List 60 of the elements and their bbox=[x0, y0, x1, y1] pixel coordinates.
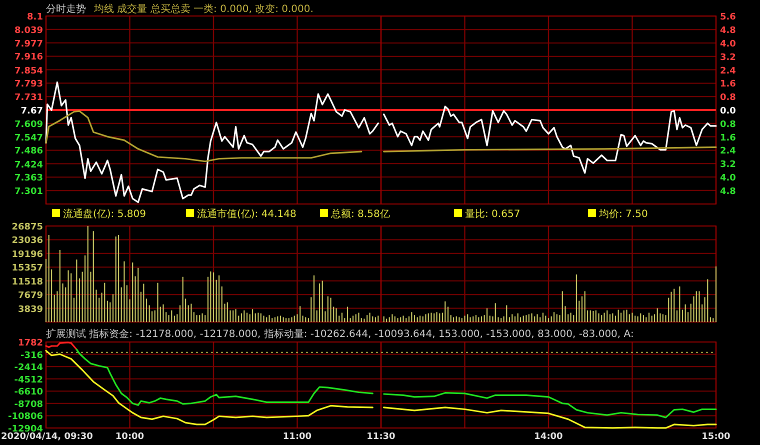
y-tick-label: 11518 bbox=[12, 277, 43, 288]
x-tick-label: 14:00 bbox=[534, 432, 563, 442]
y-tick-label: 19196 bbox=[12, 250, 43, 260]
y-tick-label: -10806 bbox=[8, 412, 43, 422]
text: 量比: 0.657 bbox=[465, 208, 520, 220]
x-tick-label: 15:00 bbox=[702, 432, 730, 442]
y-tick-label: 7.547 bbox=[14, 133, 43, 144]
y-tick-label: -2414 bbox=[14, 363, 43, 374]
line-series bbox=[45, 110, 362, 162]
chart-title: 扩展测试 指标资金: -12178.000, -12178.000, 指标动量: -10262.644, -10093.644, 153.000, -153.000, 83.000, -83.000, A: bbox=[46, 328, 634, 340]
y-tick-label: 3839 bbox=[18, 304, 43, 315]
y-tick-label: 7.424 bbox=[14, 160, 43, 170]
y2-tick-label: 2.4 bbox=[720, 66, 736, 76]
y2-tick-label: 0.0 bbox=[720, 106, 736, 116]
y2-tick-label: 5.6 bbox=[720, 12, 736, 23]
y-tick-label: 7.916 bbox=[14, 52, 43, 63]
y-tick-label: -8708 bbox=[14, 400, 43, 410]
y-tick-label: 7.854 bbox=[14, 66, 43, 76]
x-tick-label: 11:00 bbox=[282, 432, 312, 442]
text: 总额: 8.58亿 bbox=[330, 208, 390, 220]
x-tick-label: 10:00 bbox=[115, 432, 144, 442]
y-tick-label: 7.301 bbox=[14, 187, 43, 198]
y2-tick-label: 0.8 bbox=[720, 93, 736, 104]
y2-tick-label: 4.0 bbox=[720, 39, 736, 50]
y-tick-label: 7.731 bbox=[14, 93, 43, 104]
text: 均价: 7.50 bbox=[598, 208, 648, 220]
chart-title: 分时走势 bbox=[46, 3, 86, 15]
y-tick-label: 7.977 bbox=[14, 39, 43, 50]
y-tick-label: 8.039 bbox=[14, 26, 43, 36]
y-tick-label: 7.363 bbox=[14, 174, 43, 184]
y2-tick-label: 3.2 bbox=[720, 52, 736, 63]
y-tick-label: 15357 bbox=[12, 264, 43, 274]
y2-tick-label: 3.2 bbox=[720, 160, 736, 170]
y2-tick-label: 2.4 bbox=[720, 146, 736, 157]
y-tick-label: 7679 bbox=[18, 291, 43, 302]
y-tick-label: -316 bbox=[20, 350, 43, 361]
x-tick-label: 2020/04/14, 09:30 bbox=[1, 432, 93, 442]
y2-tick-label: 0.8 bbox=[720, 120, 736, 130]
y2-tick-label: 4.8 bbox=[720, 26, 736, 36]
y2-tick-label: 1.6 bbox=[720, 133, 736, 144]
y-tick-label: -6610 bbox=[14, 388, 43, 398]
y2-tick-label: 4.8 bbox=[720, 186, 736, 197]
text: 流通盘(亿): 5.809 bbox=[63, 208, 146, 220]
y-tick-label: 7.67 bbox=[20, 106, 43, 116]
y-tick-label: 7.793 bbox=[14, 80, 43, 90]
line-series bbox=[45, 342, 78, 350]
y-tick-label: 1782 bbox=[18, 338, 43, 348]
text: 流通市值(亿): 44.148 bbox=[197, 208, 296, 220]
y-tick-label: 7.609 bbox=[14, 120, 43, 130]
y2-tick-label: 4.0 bbox=[720, 174, 736, 184]
line-series bbox=[76, 348, 374, 406]
y-tick-label: -4512 bbox=[14, 375, 43, 386]
y-tick-label: 7.486 bbox=[14, 146, 43, 157]
y-tick-label: 23036 bbox=[12, 236, 43, 246]
x-tick-label: 11:30 bbox=[366, 432, 396, 442]
y-tick-label: 26875 bbox=[12, 222, 43, 232]
y2-tick-label: 1.6 bbox=[720, 80, 736, 90]
y-tick-label: 8.1 bbox=[27, 12, 43, 22]
line-series bbox=[45, 350, 374, 426]
chart-subtitle: 均线 成交量 总买总卖 一类: 0.000, 改变: 0.000. bbox=[93, 3, 314, 15]
